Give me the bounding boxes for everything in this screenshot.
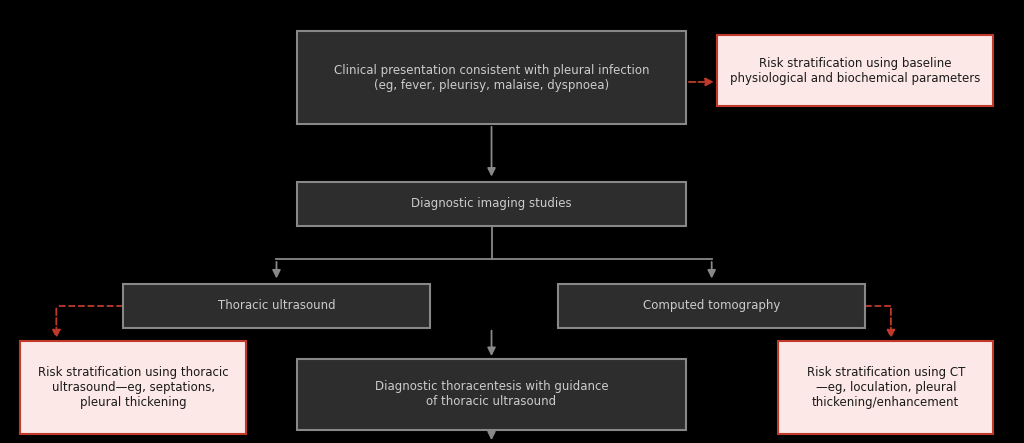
Text: Risk stratification using baseline
physiological and biochemical parameters: Risk stratification using baseline physi… [730,57,980,85]
Text: Computed tomography: Computed tomography [643,299,780,312]
Text: Risk stratification using thoracic
ultrasound—eg, septations,
pleural thickening: Risk stratification using thoracic ultra… [38,366,228,409]
Text: Diagnostic imaging studies: Diagnostic imaging studies [412,197,571,210]
Text: Clinical presentation consistent with pleural infection
(eg, fever, pleurisy, ma: Clinical presentation consistent with pl… [334,63,649,92]
FancyBboxPatch shape [717,35,993,106]
FancyBboxPatch shape [778,341,993,434]
FancyBboxPatch shape [297,31,686,124]
FancyBboxPatch shape [20,341,246,434]
Text: Risk stratification using CT
—eg, loculation, pleural
thickening/enhancement: Risk stratification using CT —eg, locula… [807,366,965,409]
Text: Thoracic ultrasound: Thoracic ultrasound [218,299,335,312]
FancyBboxPatch shape [558,284,865,328]
Text: Diagnostic thoracentesis with guidance
of thoracic ultrasound: Diagnostic thoracentesis with guidance o… [375,380,608,408]
FancyBboxPatch shape [297,182,686,226]
FancyBboxPatch shape [297,359,686,430]
FancyBboxPatch shape [123,284,430,328]
